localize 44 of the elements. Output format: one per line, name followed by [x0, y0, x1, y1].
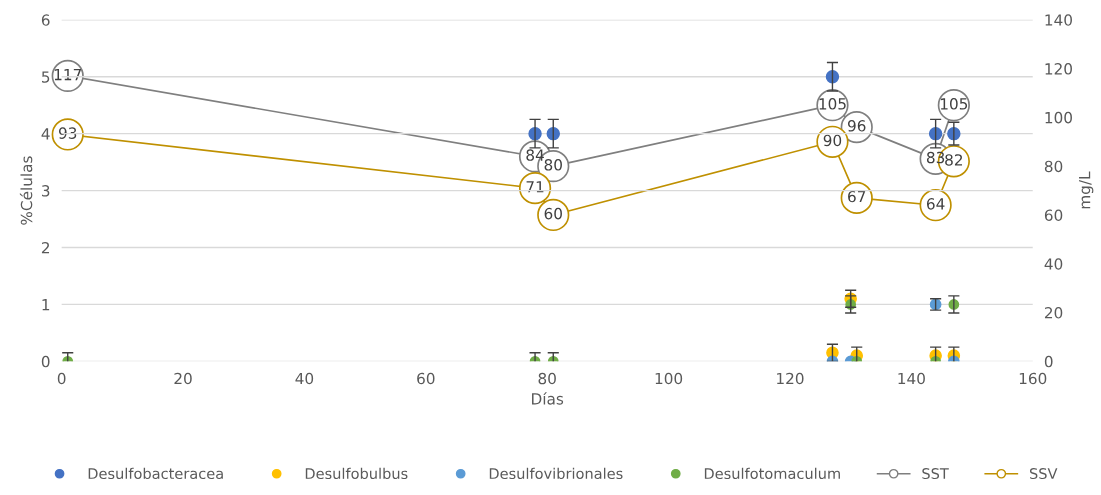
x-tick-label: 60	[417, 372, 435, 385]
legend-label: Desulfobulbus	[305, 467, 408, 480]
y2-tick-label: 60	[1044, 209, 1063, 221]
data-label: 105	[940, 98, 968, 110]
x-tick-label: 80	[538, 372, 556, 385]
data-label: 117	[54, 68, 81, 81]
x-tick-label: 160	[1019, 372, 1047, 385]
y-tick-label: 4	[41, 128, 50, 140]
y2-tick-label: 80	[1044, 160, 1063, 173]
y2-tick-label: 40	[1044, 258, 1063, 270]
y-tick-label: 0	[41, 355, 50, 368]
y2-tick-label: 100	[1045, 111, 1072, 124]
data-label: 80	[544, 159, 562, 171]
y2-tick-label: 140	[1045, 14, 1072, 26]
x-tick-label: 40	[295, 372, 314, 385]
y-tick-label: 1	[42, 299, 50, 311]
legend-label: SSV	[1029, 468, 1058, 480]
x-tick-label: 120	[777, 372, 804, 385]
y2-tick-label: 120	[1045, 63, 1072, 75]
legend-label: Desulfobacteracea	[88, 467, 223, 480]
y-tick-label: 5	[42, 71, 50, 83]
x-tick-label: 100	[655, 372, 683, 385]
data-label: 67	[848, 190, 866, 203]
data-label: 64	[926, 198, 945, 210]
legend-label: Desulfotomaculum	[704, 467, 840, 480]
y-tick-label: 6	[41, 14, 50, 26]
data-label: 96	[847, 120, 866, 132]
x-axis-title: Días	[532, 392, 564, 405]
x-tick-label: 140	[898, 372, 925, 385]
y2-tick-label: 0	[1044, 355, 1053, 368]
y-tick-label: 3	[41, 185, 50, 197]
y-tick-label: 2	[41, 241, 50, 254]
x-tick-label: 0	[57, 372, 66, 385]
data-label: 90	[823, 134, 842, 147]
data-label: 84	[526, 149, 544, 161]
data-label: 82	[945, 154, 963, 166]
legend-label: Desulfovibrionales	[489, 467, 623, 480]
legend-label: SST	[922, 468, 949, 480]
x-tick-label: 20	[174, 372, 192, 385]
y2-tick-label: 20	[1044, 307, 1063, 319]
data-label: 60	[544, 207, 562, 220]
data-label: 105	[819, 98, 846, 110]
y2-axis-title: mg/L	[1079, 171, 1094, 209]
y-axis-title: %Células	[19, 156, 33, 225]
